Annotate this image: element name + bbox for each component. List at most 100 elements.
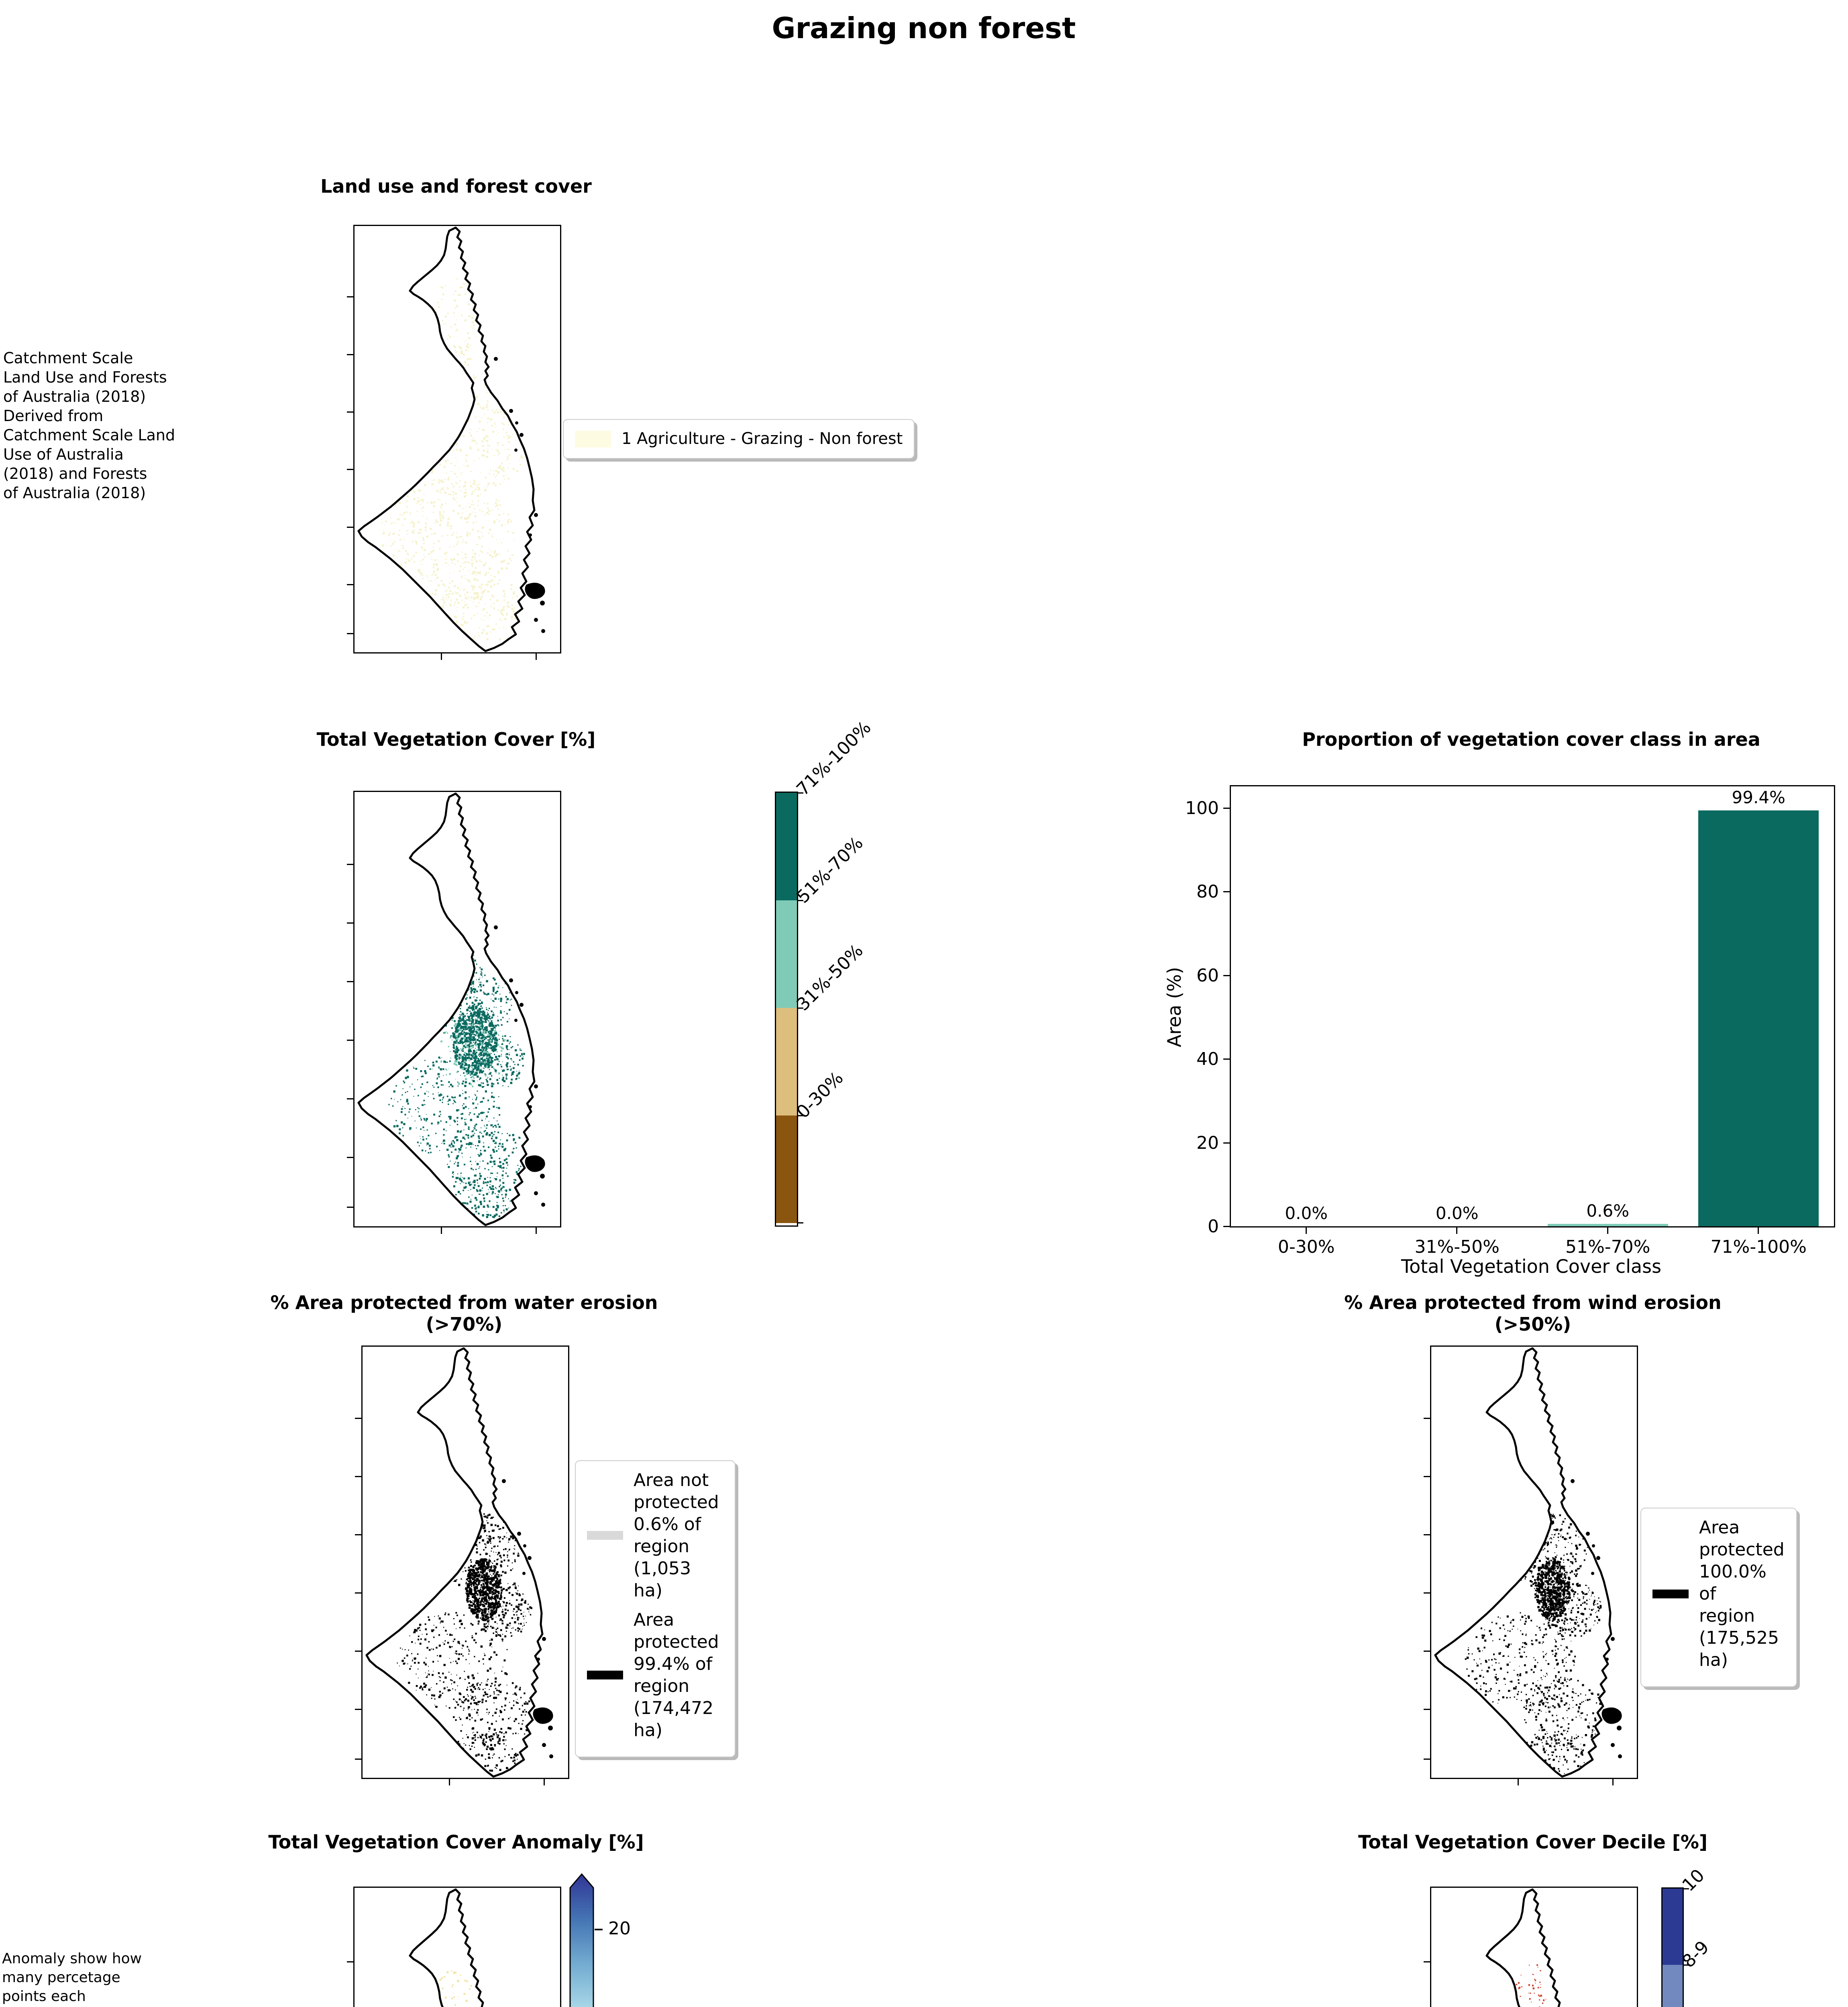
wind-legend: Area protected 100.0% of region (175,525… <box>1640 1508 1797 1687</box>
tvc-map <box>347 791 561 1234</box>
wind-map <box>1424 1345 1638 1785</box>
colorbar-tick <box>1683 1964 1689 1966</box>
map-left-tick <box>347 296 353 297</box>
y-axis-tick-label: 100 <box>1185 798 1219 818</box>
legend-item: Area protected 99.4% of region (174,472 … <box>587 1609 723 1741</box>
colorbar-segment <box>1663 1965 1683 2007</box>
map-bottom-tick <box>1518 1779 1519 1785</box>
bar <box>1547 1224 1668 1226</box>
landuse-panel-title: Land use and forest cover <box>320 175 592 197</box>
y-axis-tick <box>1223 1058 1230 1060</box>
landuse-side-text: Catchment Scale Land Use and Forests of … <box>3 349 175 502</box>
map-left-tick <box>1424 1476 1430 1477</box>
bar-value-label: 0.0% <box>1435 1203 1479 1223</box>
map-left-tick <box>347 469 353 470</box>
x-axis-tick-label: 71%-100% <box>1710 1237 1807 1257</box>
colorbar-segment <box>776 793 797 900</box>
map-bottom-tick <box>536 1227 537 1234</box>
y-axis-tick <box>1223 975 1230 976</box>
bar-value-label: 0.0% <box>1285 1203 1328 1223</box>
wind-panel-title: % Area protected from wind erosion (>50%… <box>1344 1292 1722 1335</box>
anomaly-side-text: Anomaly show how many percetage points e… <box>2 1950 142 2005</box>
map-left-tick <box>1424 1961 1430 1962</box>
map-left-tick <box>355 1709 361 1710</box>
colorbar-tick <box>797 1008 803 1009</box>
map-bottom-tick <box>449 1779 450 1785</box>
decile-panel-title: Total Vegetation Cover Decile [%] <box>1358 1831 1708 1853</box>
anomaly-tick <box>595 1929 603 1930</box>
x-axis-tick-label: 31%-50% <box>1414 1237 1500 1257</box>
colorbar-segment <box>776 900 797 1008</box>
tvc-panel-title: Total Vegetation Cover [%] <box>316 729 596 750</box>
colorbar-segment <box>776 1115 797 1223</box>
y-axis-tick-label: 0 <box>1208 1216 1219 1237</box>
bar <box>1698 810 1819 1226</box>
x-axis-tick <box>1607 1227 1608 1234</box>
map-left-tick <box>347 1040 353 1041</box>
map-left-tick <box>347 981 353 982</box>
page-title: Grazing non forest <box>772 11 1076 45</box>
map-left-tick <box>347 1098 353 1099</box>
landuse-legend-swatch <box>575 430 611 448</box>
colorbar-label: 0-30% <box>793 1068 848 1123</box>
colorbar-label: 71%-100% <box>793 717 875 800</box>
map-left-tick <box>1424 1418 1430 1419</box>
y-axis-tick <box>1223 808 1230 809</box>
map-left-tick <box>1424 1592 1430 1594</box>
proportion-chart-ylabel: Area (%) <box>1163 967 1185 1048</box>
map-left-tick <box>347 1207 353 1208</box>
map-left-tick <box>347 354 353 355</box>
proportion-chart-title: Proportion of vegetation cover class in … <box>1302 729 1760 750</box>
y-axis-tick-label: 60 <box>1196 965 1219 986</box>
y-axis-tick-label: 20 <box>1196 1132 1219 1153</box>
x-axis-tick-label: 51%-70% <box>1565 1237 1650 1257</box>
proportion-chart-xlabel: Total Vegetation Cover class <box>1401 1256 1662 1277</box>
map-bottom-tick <box>441 653 442 660</box>
map-left-tick <box>355 1418 361 1419</box>
colorbar-segment <box>776 1008 797 1115</box>
map-left-tick <box>355 1759 361 1760</box>
map-bottom-tick <box>544 1779 545 1785</box>
x-axis-tick <box>1305 1227 1307 1234</box>
map-left-tick <box>355 1534 361 1535</box>
bar-value-label: 99.4% <box>1732 788 1785 807</box>
map-left-tick <box>1424 1759 1430 1760</box>
map-left-tick <box>355 1476 361 1477</box>
water-legend: Area not protected 0.6% of region (1,053… <box>575 1460 736 1757</box>
colorbar-label: 10 <box>1678 1865 1709 1896</box>
anomaly-map <box>347 1887 561 2007</box>
map-bottom-tick <box>1612 1779 1614 1785</box>
landuse-legend: 1 Agriculture - Grazing - Non forest <box>563 419 915 459</box>
y-axis-tick-label: 40 <box>1196 1049 1219 1070</box>
anomaly-colorbar-ticks: 20100−10−20 <box>595 1873 683 2007</box>
landuse-map <box>347 225 561 660</box>
colorbar-tick <box>1683 1888 1689 1889</box>
y-axis-tick <box>1223 1226 1230 1227</box>
bar-value-label: 0.6% <box>1586 1201 1630 1221</box>
anomaly-tick-label: 10 <box>608 2005 631 2007</box>
water-map <box>355 1345 569 1785</box>
x-axis-tick <box>1456 1227 1458 1234</box>
colorbar-label: 51%-70% <box>793 833 867 908</box>
map-bottom-tick <box>536 653 537 660</box>
colorbar-segment <box>1663 1889 1683 1965</box>
y-axis-tick-label: 80 <box>1196 881 1219 902</box>
y-axis-tick <box>1223 891 1230 893</box>
anomaly-panel-title: Total Vegetation Cover Anomaly [%] <box>268 1831 644 1853</box>
proportion-chart-plot: 0 20 40 60 80 100 0.0% 0-30% 0.0% 31%-50% 0.6% 51%-… <box>1185 785 1835 1257</box>
colorbar-label: 31%-50% <box>793 940 867 1015</box>
water-panel-title: % Area protected from water erosion (>70… <box>270 1292 658 1335</box>
y-axis-tick <box>1223 1142 1230 1144</box>
map-left-tick <box>355 1651 361 1652</box>
map-left-tick <box>347 1961 353 1962</box>
map-left-tick <box>347 527 353 528</box>
legend-item: Area not protected 0.6% of region (1,053… <box>587 1469 723 1602</box>
map-left-tick <box>1424 1534 1430 1535</box>
legend-swatch <box>1652 1589 1689 1598</box>
map-left-tick <box>1424 1651 1430 1652</box>
map-left-tick <box>1424 1709 1430 1710</box>
map-left-tick <box>355 1592 361 1594</box>
map-left-tick <box>347 864 353 865</box>
anomaly-colorbar <box>569 1873 595 2007</box>
